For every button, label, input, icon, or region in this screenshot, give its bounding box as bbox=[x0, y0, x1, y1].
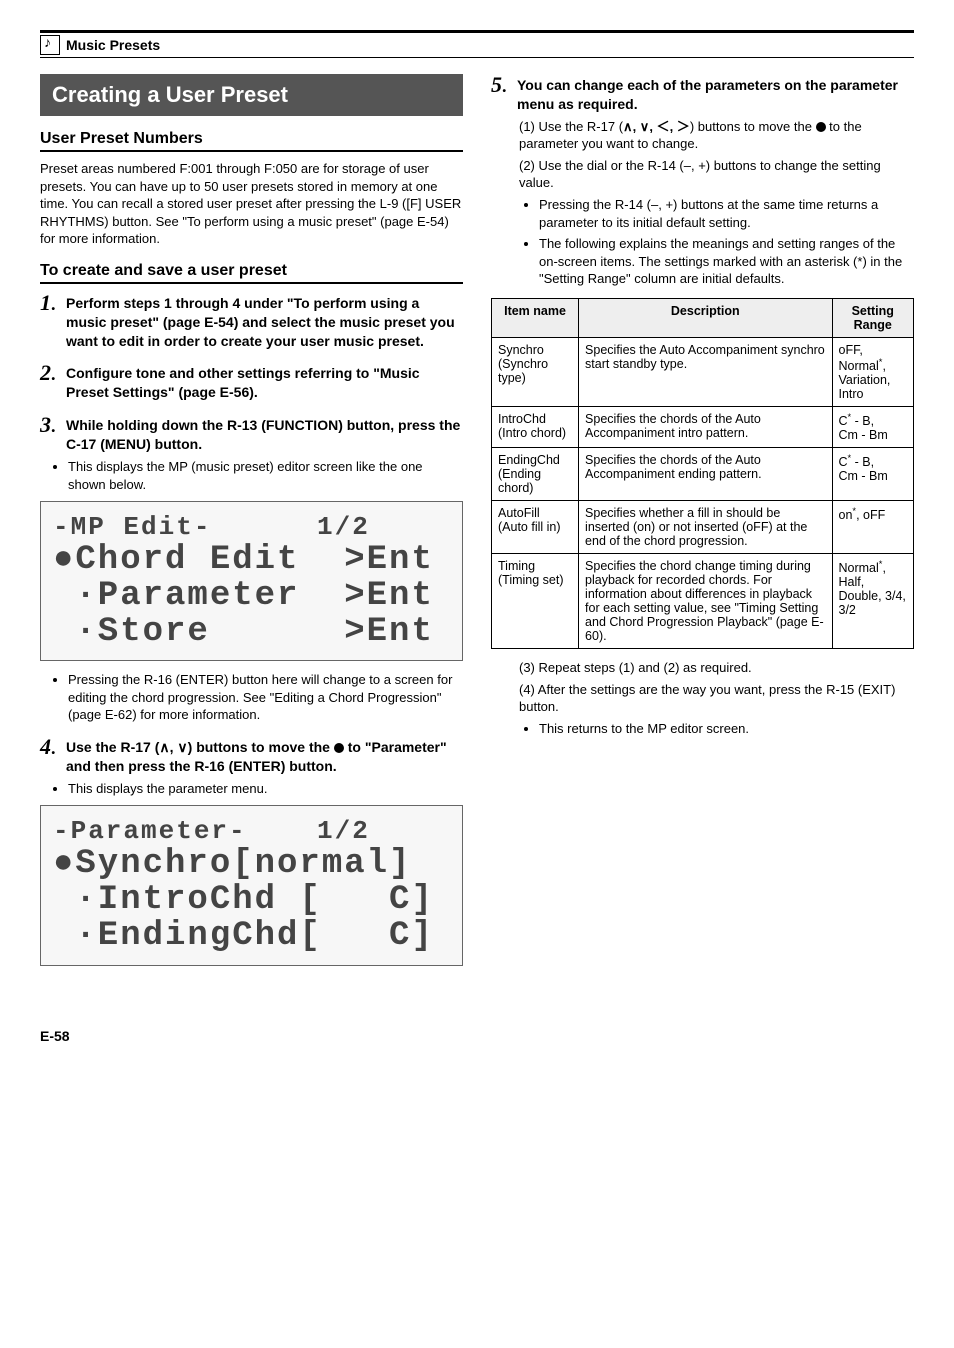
breadcrumb: Music Presets bbox=[40, 30, 914, 58]
section-path: Music Presets bbox=[66, 37, 160, 53]
step-2-num: 2 bbox=[40, 360, 51, 385]
step-4-num: 4 bbox=[40, 734, 51, 759]
subheading-1: User Preset Numbers bbox=[40, 130, 463, 152]
lcd2-line1: -Parameter- 1/2 bbox=[53, 816, 450, 847]
th-range: Setting Range bbox=[832, 298, 914, 337]
step-5-sub-1: (1) Use the R-17 (∧, ∨, ＜, ＞) buttons to… bbox=[519, 118, 914, 153]
step-5: 5. You can change each of the parameters… bbox=[491, 74, 914, 737]
cell-range: oFF, Normal*, Variation, Intro bbox=[832, 337, 914, 406]
step-3-num: 3 bbox=[40, 412, 51, 437]
page-title: Creating a User Preset bbox=[40, 74, 463, 116]
step-4: 4. Use the R-17 (∧, ∨) buttons to move t… bbox=[40, 736, 463, 966]
table-header-row: Item name Description Setting Range bbox=[492, 298, 914, 337]
cell-desc: Specifies the chord change timing during… bbox=[579, 554, 832, 649]
down-icon: ∨ bbox=[640, 119, 650, 134]
cell-range: C* - B,Cm - Bm bbox=[832, 406, 914, 447]
up-icon: ∧ bbox=[159, 739, 169, 755]
right-icon: ＞ bbox=[677, 119, 690, 134]
table-row: IntroChd (Intro chord) Specifies the cho… bbox=[492, 406, 914, 447]
subheading-2: To create and save a user preset bbox=[40, 262, 463, 284]
cursor-dot-icon bbox=[334, 743, 344, 753]
lcd1-line2: ●Chord Edit >Ent bbox=[53, 543, 450, 579]
intro-paragraph: Preset areas numbered F:001 through F:05… bbox=[40, 160, 463, 248]
step-5-sub-2: (2) Use the dial or the R-14 (–, +) butt… bbox=[519, 157, 914, 192]
step-2: 2. Configure tone and other settings ref… bbox=[40, 362, 463, 402]
right-column: 5. You can change each of the parameters… bbox=[491, 74, 914, 978]
lcd1-line3: ·Parameter >Ent bbox=[53, 579, 450, 615]
step-1: 1. Perform steps 1 through 4 under "To p… bbox=[40, 292, 463, 351]
cell-desc: Specifies the chords of the Auto Accompa… bbox=[579, 406, 832, 447]
cell-item: IntroChd (Intro chord) bbox=[492, 406, 579, 447]
lcd-screen-2: -Parameter- 1/2●Synchro[normal] ·IntroCh… bbox=[40, 805, 463, 965]
cell-item: Timing (Timing set) bbox=[492, 554, 579, 649]
step-5-text: You can change each of the parameters on… bbox=[517, 74, 914, 114]
cursor-dot-icon bbox=[816, 122, 826, 132]
table-row: AutoFill (Auto fill in) Specifies whethe… bbox=[492, 501, 914, 554]
table-row: Synchro (Synchro type) Specifies the Aut… bbox=[492, 337, 914, 406]
parameter-table: Item name Description Setting Range Sync… bbox=[491, 298, 914, 649]
cell-desc: Specifies the Auto Accompaniment synchro… bbox=[579, 337, 832, 406]
cell-range: on*, oFF bbox=[832, 501, 914, 554]
step-3-bullet-2: Pressing the R-16 (ENTER) button here wi… bbox=[68, 671, 463, 724]
cell-desc: Specifies whether a fill in should be in… bbox=[579, 501, 832, 554]
step-5-sub-2-b2: The following explains the meanings and … bbox=[539, 235, 914, 288]
step-5-sub-4-b1: This returns to the MP editor screen. bbox=[539, 720, 914, 738]
cell-desc: Specifies the chords of the Auto Accompa… bbox=[579, 448, 832, 501]
music-note-icon bbox=[40, 35, 60, 55]
cell-item: Synchro (Synchro type) bbox=[492, 337, 579, 406]
table-row: Timing (Timing set) Specifies the chord … bbox=[492, 554, 914, 649]
left-column: Creating a User Preset User Preset Numbe… bbox=[40, 74, 463, 978]
step-1-text: Perform steps 1 through 4 under "To perf… bbox=[66, 292, 463, 351]
lcd2-line3: ·IntroChd [ C] bbox=[53, 883, 450, 919]
lcd2-line2: ●Synchro[normal] bbox=[53, 847, 450, 883]
step-4-bullet-1: This displays the parameter menu. bbox=[68, 780, 463, 798]
step-1-num: 1 bbox=[40, 290, 51, 315]
step-3-bullet-1: This displays the MP (music preset) edit… bbox=[68, 458, 463, 493]
lcd-screen-1: -MP Edit- 1/2●Chord Edit >Ent ·Parameter… bbox=[40, 501, 463, 661]
step-4-text: Use the R-17 (∧, ∨) buttons to move the … bbox=[66, 736, 463, 776]
cell-item: EndingChd (Ending chord) bbox=[492, 448, 579, 501]
step-5-sub-4: (4) After the settings are the way you w… bbox=[519, 681, 914, 716]
cell-item: AutoFill (Auto fill in) bbox=[492, 501, 579, 554]
step-2-text: Configure tone and other settings referr… bbox=[66, 362, 463, 402]
step-3: 3. While holding down the R-13 (FUNCTION… bbox=[40, 414, 463, 724]
step-5-sub-3: (3) Repeat steps (1) and (2) as required… bbox=[519, 659, 914, 677]
step-5-sub-2-b1: Pressing the R-14 (–, +) buttons at the … bbox=[539, 196, 914, 231]
left-icon: ＜ bbox=[657, 119, 670, 134]
step-3-text: While holding down the R-13 (FUNCTION) b… bbox=[66, 414, 463, 454]
step-5-num: 5 bbox=[491, 72, 502, 97]
th-desc: Description bbox=[579, 298, 832, 337]
cell-range: C* - B,Cm - Bm bbox=[832, 448, 914, 501]
th-item: Item name bbox=[492, 298, 579, 337]
lcd1-line1: -MP Edit- 1/2 bbox=[53, 512, 450, 543]
down-icon: ∨ bbox=[177, 739, 187, 755]
lcd2-line4: ·EndingChd[ C] bbox=[53, 919, 450, 955]
table-row: EndingChd (Ending chord) Specifies the c… bbox=[492, 448, 914, 501]
page-number: E-58 bbox=[40, 1028, 914, 1044]
lcd1-line4: ·Store >Ent bbox=[53, 615, 450, 651]
cell-range: Normal*, Half, Double, 3/4, 3/2 bbox=[832, 554, 914, 649]
up-icon: ∧ bbox=[623, 119, 633, 134]
